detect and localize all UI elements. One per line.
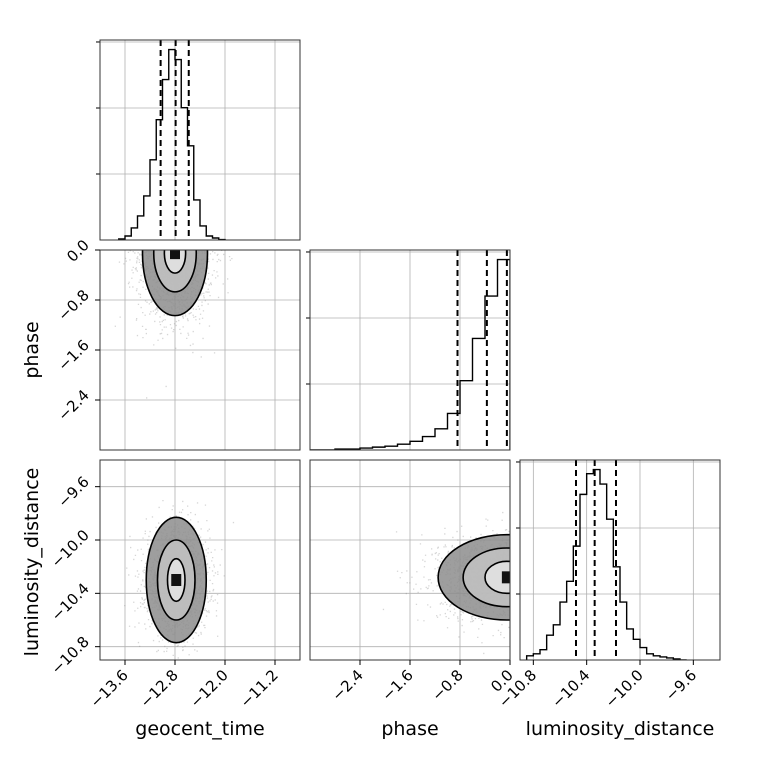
scatter-panel-phase-vs-luminosity-distance	[309, 459, 511, 661]
x-axis-title-luminosity-distance: luminosity_distance	[526, 718, 715, 740]
contour-line-2	[462, 547, 510, 608]
x-tick-label-luminosity-distance: −10.0	[602, 666, 647, 711]
y-axis-title-luminosity-distance: luminosity_distance	[21, 468, 43, 657]
contour-line-2	[156, 539, 196, 621]
density-level-1	[485, 561, 510, 594]
hist-panel-luminosity-distance	[516, 459, 721, 661]
sample-points	[382, 511, 510, 655]
scatter-panel-geocent-time-vs-luminosity-distance	[99, 459, 301, 661]
x-tick-label-geocent-time: −13.6	[87, 666, 132, 711]
contour-line-3	[145, 516, 208, 644]
density-peak	[170, 250, 180, 260]
x-tick-label-phase: −1.6	[378, 666, 416, 704]
histogram-geocent-time	[118, 48, 226, 240]
y-tick-label-luminosity-distance: −10.4	[48, 579, 93, 624]
density-peak	[171, 574, 182, 586]
y-tick-label-phase: −0.8	[54, 286, 92, 324]
x-tick-label-luminosity-distance: −10.4	[548, 666, 593, 711]
scatter-panel-geocent-time-vs-phase	[99, 249, 301, 451]
contour-line-1	[163, 250, 187, 274]
x-tick-label-geocent-time: −12.0	[187, 666, 232, 711]
y-tick-label-luminosity-distance: −10.8	[48, 633, 93, 678]
density-layer	[114, 250, 233, 399]
density-level-1	[164, 250, 186, 274]
y-tick-label-luminosity-distance: −10.0	[48, 526, 93, 571]
contour-line-2	[152, 250, 198, 293]
density-layer	[124, 500, 235, 659]
x-axis-title-geocent-time: geocent_time	[135, 718, 264, 740]
density-peak	[501, 571, 510, 584]
y-axis-title-phase: phase	[21, 321, 43, 378]
contour-line-3	[437, 533, 510, 621]
panel-frame	[519, 459, 721, 661]
contour-line-3	[141, 250, 209, 317]
x-tick-label-phase: −2.4	[328, 666, 366, 704]
contour-line-1	[484, 560, 510, 595]
panels-layer: −13.6 −12.8 −12.0 −11.2 −2.4 −1.6 −0.8 0.0 −10.8…	[48, 39, 721, 711]
x-tick-label-luminosity-distance: −9.6	[662, 666, 700, 704]
y-tick-label-phase: 0.0	[63, 236, 93, 266]
panel-frame	[99, 459, 301, 661]
panel-frame	[99, 39, 301, 241]
y-tick-label-phase: −2.4	[54, 386, 92, 424]
hist-panel-geocent-time	[96, 39, 301, 241]
histogram-luminosity-distance	[525, 468, 687, 660]
x-tick-label-geocent-time: −12.8	[137, 666, 182, 711]
histogram-phase	[310, 258, 510, 450]
x-tick-label-phase: −0.8	[428, 666, 466, 704]
contour-line-1	[166, 557, 186, 603]
x-axis-title-phase: phase	[381, 718, 438, 740]
density-layer	[382, 511, 510, 655]
x-tick-label-geocent-time: −11.2	[237, 666, 282, 711]
hist-panel-phase	[306, 249, 511, 451]
panel-frame	[309, 249, 511, 451]
y-tick-label-phase: −1.6	[54, 336, 92, 374]
y-tick-label-luminosity-distance: −9.6	[54, 473, 92, 511]
